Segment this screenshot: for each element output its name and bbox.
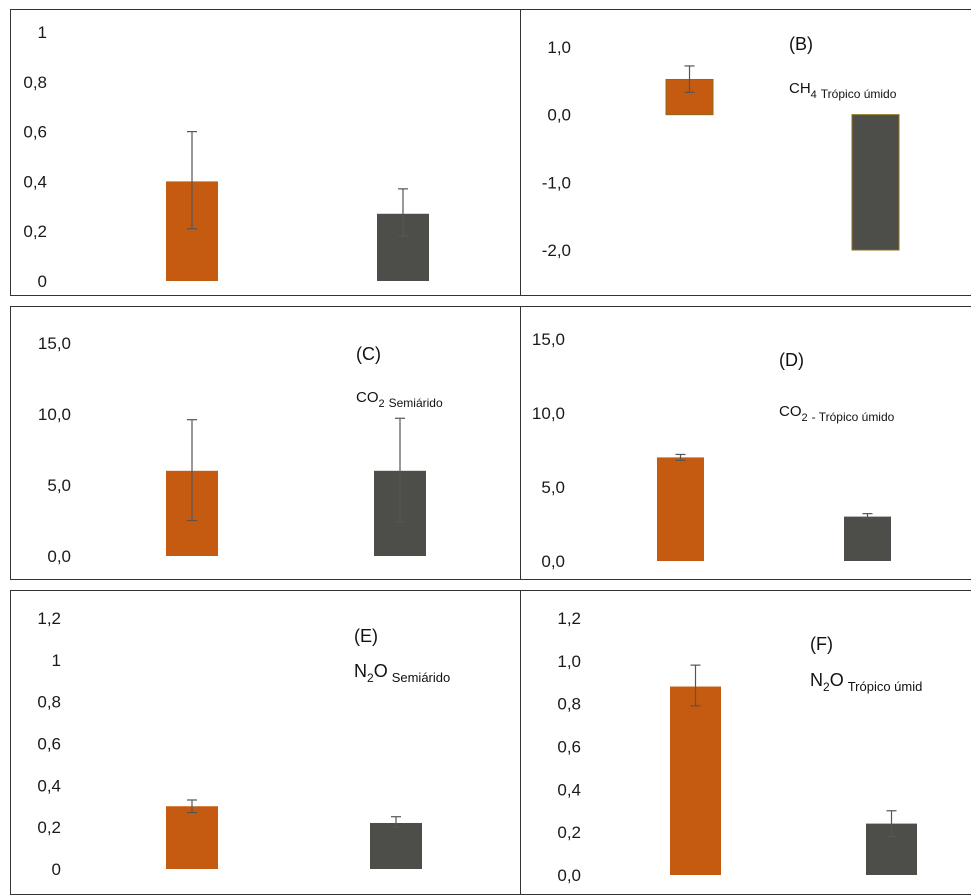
panel-c: 0,0 5,0 10,0 15,0 (C) CO2 Semiárido [10, 306, 521, 580]
chart-f-ytick-4: 0,8 [557, 695, 581, 714]
chart-d-ytick-3: 15,0 [532, 330, 565, 349]
chart-e-bar-gray [370, 822, 422, 869]
chart-f-gas-label: N2O Trópico úmid [810, 670, 922, 694]
chart-b-ytick-1: -1,0 [542, 173, 571, 192]
chart-a-errorbar-orange [187, 130, 197, 230]
chart-a-ytick-0: 0 [38, 272, 47, 291]
chart-f-label-sub: 2 [823, 680, 830, 694]
chart-f-errorbar-gray [886, 810, 897, 838]
panel-f: 0,0 0,2 0,4 0,6 0,8 1,0 1,2 (F) N2O Trópico úmid [520, 590, 971, 895]
chart-d-panel-letter: (D) [779, 350, 804, 370]
chart-a-ytick-3: 0,6 [23, 123, 47, 142]
chart-e-gas-label: N2O Semiárido [354, 661, 450, 685]
chart-c-svg: 0,0 5,0 10,0 15,0 (C) CO2 Semiárido [38, 334, 443, 566]
chart-b-bar-gray [851, 114, 900, 251]
chart-c-label-sub: 2 [379, 398, 385, 410]
chart-c-label-region: Semiárido [389, 396, 443, 410]
chart-e-errorbar-gray [391, 816, 401, 828]
panel-e: 0 0,2 0,4 0,6 0,8 1 1,2 (E) N2O Semiárido [10, 590, 521, 895]
chart-e-label-main: N [354, 661, 367, 681]
chart-d-bar-gray [844, 516, 891, 561]
chart-d-errorbar-gray [862, 513, 873, 519]
chart-c-panel-letter: (C) [356, 344, 381, 364]
chart-c-errorbar-gray [395, 417, 405, 523]
panel-b: -2,0 -1,0 0,0 1,0 (B) CH4 Trópico úmido [520, 9, 971, 296]
chart-e-ytick-3: 0,6 [37, 735, 61, 754]
chart-e-ytick-1: 0,2 [37, 818, 61, 837]
chart-b-label-region: Trópico úmido [821, 87, 897, 101]
chart-e-label-region: Semiárido [392, 670, 451, 685]
chart-f-bar-orange [670, 686, 721, 875]
chart-a-svg: 0 0,2 0,4 0,6 0,8 1 [23, 23, 429, 291]
chart-d-ytick-1: 5,0 [541, 478, 565, 497]
chart-f-label-main2: O [830, 670, 844, 690]
chart-e-panel-letter: (E) [354, 626, 378, 646]
chart-d-svg: 0,0 5,0 10,0 15,0 (D) CO2 - Trópico úmido [532, 330, 895, 571]
chart-f-ytick-2: 0,4 [557, 780, 581, 799]
chart-a-ytick-4: 0,8 [23, 73, 47, 92]
chart-f-svg: 0,0 0,2 0,4 0,6 0,8 1,0 1,2 (F) N2O Trópico úmid [557, 609, 922, 885]
chart-d-label-sub: 2 [802, 412, 808, 424]
chart-d-label-region: - Trópico úmido [812, 410, 895, 424]
chart-e-ytick-0: 0 [52, 860, 61, 879]
chart-e-svg: 0 0,2 0,4 0,6 0,8 1 1,2 (E) N2O Semiárido [37, 609, 450, 879]
chart-b-panel-letter: (B) [789, 34, 813, 54]
chart-e-ytick-6: 1,2 [37, 609, 61, 628]
chart-e-errorbar-orange [187, 799, 197, 814]
chart-f-ytick-0: 0,0 [557, 866, 581, 885]
chart-b-label-sub: 4 [811, 89, 817, 101]
chart-f-ytick-6: 1,2 [557, 609, 581, 628]
chart-e-ytick-2: 0,4 [37, 776, 61, 795]
chart-b-ytick-2: 0,0 [547, 106, 571, 125]
chart-d-errorbar-orange [675, 453, 686, 461]
chart-d-ytick-2: 10,0 [532, 404, 565, 423]
chart-b-ytick-3: 1,0 [547, 38, 571, 57]
chart-c-label-main: CO [356, 389, 379, 406]
chart-f-label-main: N [810, 670, 823, 690]
chart-b-ytick-0: -2,0 [542, 241, 571, 260]
chart-b-errorbar-orange [684, 65, 695, 93]
chart-f-label-region: Trópico úmid [848, 679, 923, 694]
chart-d-label-main: CO [779, 403, 802, 420]
chart-a-ytick-5: 1 [38, 23, 47, 42]
panel-d: 0,0 5,0 10,0 15,0 (D) CO2 - Trópico úmido [520, 306, 971, 580]
chart-f-ytick-3: 0,6 [557, 738, 581, 757]
chart-d-bar-orange [657, 457, 704, 561]
chart-d-ytick-0: 0,0 [541, 552, 565, 571]
chart-f-ytick-1: 0,2 [557, 823, 581, 842]
panel-a: 0 0,2 0,4 0,6 0,8 1 [10, 9, 521, 296]
chart-f-errorbar-orange [690, 664, 701, 707]
chart-e-label-main2: O [374, 661, 388, 681]
chart-a-ytick-1: 0,2 [23, 222, 47, 241]
chart-f-panel-letter: (F) [810, 634, 833, 654]
chart-c-ytick-1: 5,0 [47, 476, 71, 495]
chart-a-ytick-2: 0,4 [23, 172, 47, 191]
chart-a-errorbar-gray [398, 188, 408, 237]
chart-e-ytick-4: 0,8 [37, 693, 61, 712]
chart-e-label-sub: 2 [367, 671, 374, 685]
chart-b-label-main: CH [789, 80, 811, 97]
chart-b-gas-label: CH4 Trópico úmido [789, 80, 897, 101]
chart-c-errorbar-orange [187, 419, 197, 522]
chart-b-svg: -2,0 -1,0 0,0 1,0 (B) CH4 Trópico úmido [542, 34, 900, 260]
chart-c-gas-label: CO2 Semiárido [356, 389, 443, 410]
chart-c-ytick-2: 10,0 [38, 405, 71, 424]
chart-e-ytick-5: 1 [52, 651, 61, 670]
chart-e-bar-orange [166, 806, 218, 869]
chart-c-ytick-3: 15,0 [38, 334, 71, 353]
chart-f-ytick-5: 1,0 [557, 652, 581, 671]
chart-c-ytick-0: 0,0 [47, 547, 71, 566]
chart-d-gas-label: CO2 - Trópico úmido [779, 403, 895, 424]
